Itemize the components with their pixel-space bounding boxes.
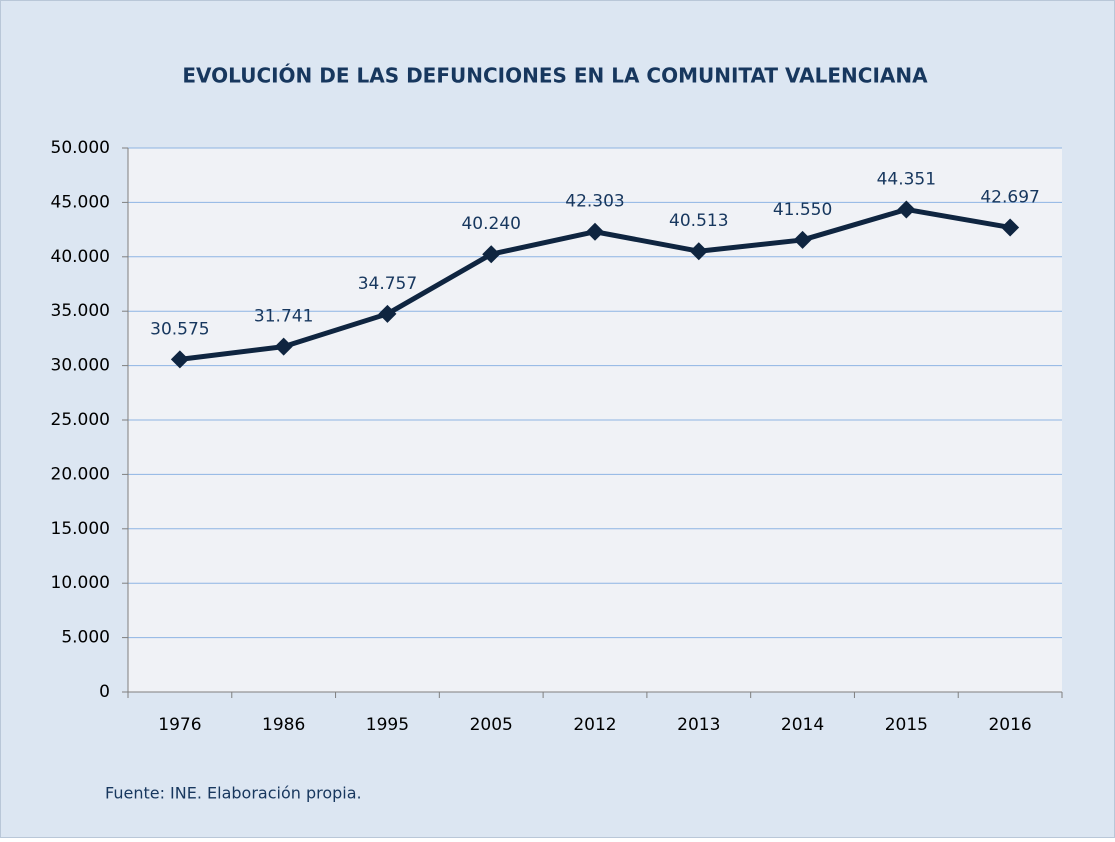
source-note: Fuente: INE. Elaboración propia.	[105, 784, 362, 803]
x-tick-label: 1986	[262, 715, 305, 735]
y-tick-label: 45.000	[51, 192, 110, 212]
data-marker	[274, 337, 293, 356]
y-tick-label: 10.000	[51, 573, 110, 593]
data-marker	[170, 350, 189, 369]
chart-title: EVOLUCIÓN DE LAS DEFUNCIONES EN LA COMUN…	[182, 64, 928, 88]
data-label: 30.575	[150, 319, 209, 339]
x-tick-label: 1976	[158, 715, 201, 735]
data-marker	[378, 304, 397, 323]
data-label: 31.741	[254, 307, 313, 327]
x-tick-label: 2013	[677, 715, 720, 735]
y-tick-label: 15.000	[51, 519, 110, 539]
y-tick-label: 25.000	[51, 410, 110, 430]
y-tick-label: 35.000	[51, 301, 110, 321]
y-tick-label: 40.000	[51, 247, 110, 267]
data-marker	[689, 242, 708, 261]
data-label: 44.351	[877, 169, 936, 189]
data-label: 40.240	[461, 214, 520, 234]
y-tick-label: 5.000	[61, 628, 110, 648]
x-tick-label: 2014	[781, 715, 824, 735]
x-tick-label: 1995	[366, 715, 409, 735]
data-label: 34.757	[358, 274, 417, 294]
x-tick-label: 2005	[470, 715, 513, 735]
x-tick-label: 2012	[573, 715, 616, 735]
y-tick-label: 30.000	[51, 356, 110, 376]
data-marker	[1001, 218, 1020, 237]
data-label: 40.513	[669, 211, 728, 231]
data-marker	[586, 222, 604, 241]
data-marker	[897, 200, 916, 219]
data-marker	[793, 230, 812, 249]
y-tick-label: 50.000	[51, 138, 110, 158]
data-label: 42.303	[565, 192, 624, 212]
x-tick-label: 2016	[988, 715, 1031, 735]
data-label: 42.697	[980, 187, 1039, 207]
x-tick-label: 2015	[885, 715, 928, 735]
y-tick-label: 20.000	[51, 464, 110, 484]
y-tick-label: 0	[99, 682, 110, 702]
data-marker	[482, 245, 501, 264]
data-label: 41.550	[773, 200, 832, 220]
